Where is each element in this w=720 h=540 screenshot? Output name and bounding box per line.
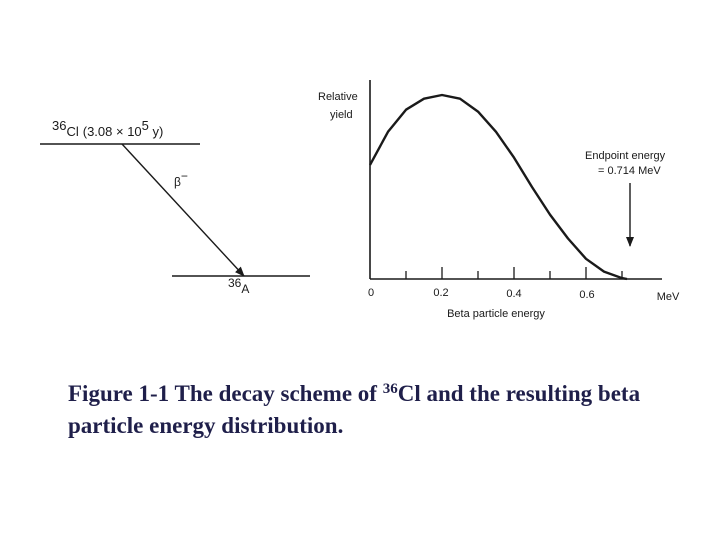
daughter-mass-number: 36 bbox=[228, 276, 242, 290]
x-tick-label-1: 0.2 bbox=[433, 287, 448, 299]
parent-mass-number: 36 bbox=[52, 118, 66, 133]
endpoint-label-line1: Endpoint energy bbox=[585, 150, 666, 162]
beta-minus-label: β− bbox=[174, 169, 188, 189]
half-life-text: (3.08 × 10 bbox=[83, 124, 142, 139]
half-life-exponent: 5 bbox=[142, 118, 149, 133]
x-tick-label-3: 0.6 bbox=[579, 289, 594, 301]
spectrum-curve bbox=[368, 93, 628, 281]
daughter-element-symbol: A bbox=[241, 282, 249, 296]
x-axis-ticks bbox=[405, 267, 623, 279]
parent-element-symbol: Cl bbox=[66, 124, 78, 139]
daughter-nuclide-label: 36A bbox=[228, 276, 249, 296]
beta-decay-arrow bbox=[121, 143, 245, 277]
caption-mass-number: 36 bbox=[382, 381, 398, 397]
beta-sign: − bbox=[181, 169, 188, 183]
x-tick-label-2: 0.4 bbox=[506, 288, 521, 300]
caption-suffix: Cl and the resulting beta particle energ… bbox=[68, 381, 641, 438]
y-axis-label-line1: Relative bbox=[318, 91, 358, 103]
beta-spectrum-plot: Relative yield 0.2 0.4 0.6 0 MeV Beta pa… bbox=[318, 80, 680, 320]
y-axis-label-line2: yield bbox=[330, 109, 353, 121]
half-life-unit: y) bbox=[149, 124, 163, 139]
x-tick-label-0: 0 bbox=[368, 287, 374, 299]
beta-symbol: β bbox=[174, 175, 181, 189]
decay-scheme: 36Cl (3.08 × 105 y) β− 36A bbox=[40, 118, 310, 296]
x-axis-label: Beta particle energy bbox=[447, 308, 545, 320]
caption-prefix: Figure 1-1 The decay scheme of bbox=[68, 381, 383, 406]
endpoint-label-line2: = 0.714 MeV bbox=[598, 165, 661, 177]
parent-nuclide-label: 36Cl (3.08 × 105 y) bbox=[52, 118, 163, 139]
figure-caption: Figure 1-1 The decay scheme of 36Cl and … bbox=[68, 378, 688, 442]
x-axis-unit: MeV bbox=[657, 291, 680, 303]
